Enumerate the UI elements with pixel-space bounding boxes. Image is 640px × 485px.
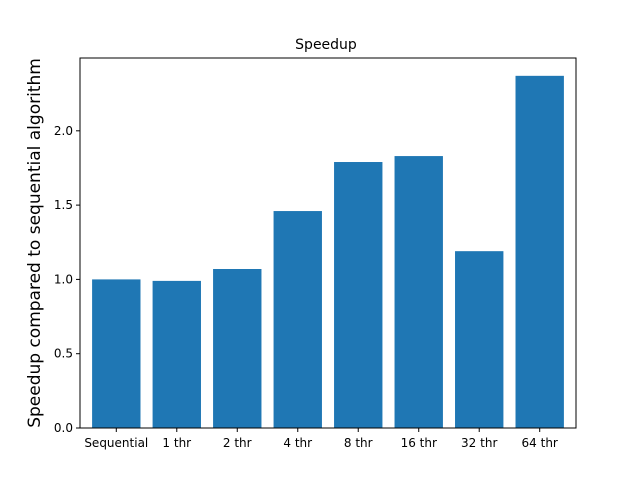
chart-title: Speedup bbox=[295, 37, 357, 53]
y-tick-label: 2.0 bbox=[54, 124, 73, 138]
bar-32-thr bbox=[455, 251, 504, 428]
y-tick-label: 0.0 bbox=[54, 421, 73, 435]
x-tick-label: 16 thr bbox=[401, 436, 437, 450]
y-axis-label: Speedup compared to sequential algorithm bbox=[25, 58, 45, 428]
bar-64-thr bbox=[515, 75, 564, 428]
x-tick-label: Sequential bbox=[84, 436, 148, 450]
y-tick-label: 1.0 bbox=[54, 272, 73, 286]
x-tick-label: 1 thr bbox=[162, 436, 191, 450]
bar-4-thr bbox=[273, 211, 322, 428]
y-tick-label: 0.5 bbox=[54, 347, 73, 361]
y-tick-label: 1.5 bbox=[54, 198, 73, 212]
bar-8-thr bbox=[334, 162, 383, 429]
bar-16-thr bbox=[394, 156, 443, 428]
bars-group bbox=[92, 75, 564, 429]
bar-1-thr bbox=[152, 280, 201, 428]
bar-sequential bbox=[92, 279, 141, 428]
bar-2-thr bbox=[213, 269, 262, 428]
plot-frame bbox=[79, 57, 577, 429]
x-tick-label: 32 thr bbox=[461, 436, 497, 450]
x-tick-label: 64 thr bbox=[522, 436, 558, 450]
y-ticks-group: 0.0 0.5 1.0 1.5 2.0 bbox=[54, 124, 80, 435]
x-tick-label: 2 thr bbox=[223, 436, 252, 450]
x-tick-label: 4 thr bbox=[283, 436, 312, 450]
x-ticks-group: Sequential 1 thr 2 thr 4 thr 8 thr 16 thr 32 t… bbox=[84, 428, 558, 450]
x-tick-label: 8 thr bbox=[344, 436, 373, 450]
